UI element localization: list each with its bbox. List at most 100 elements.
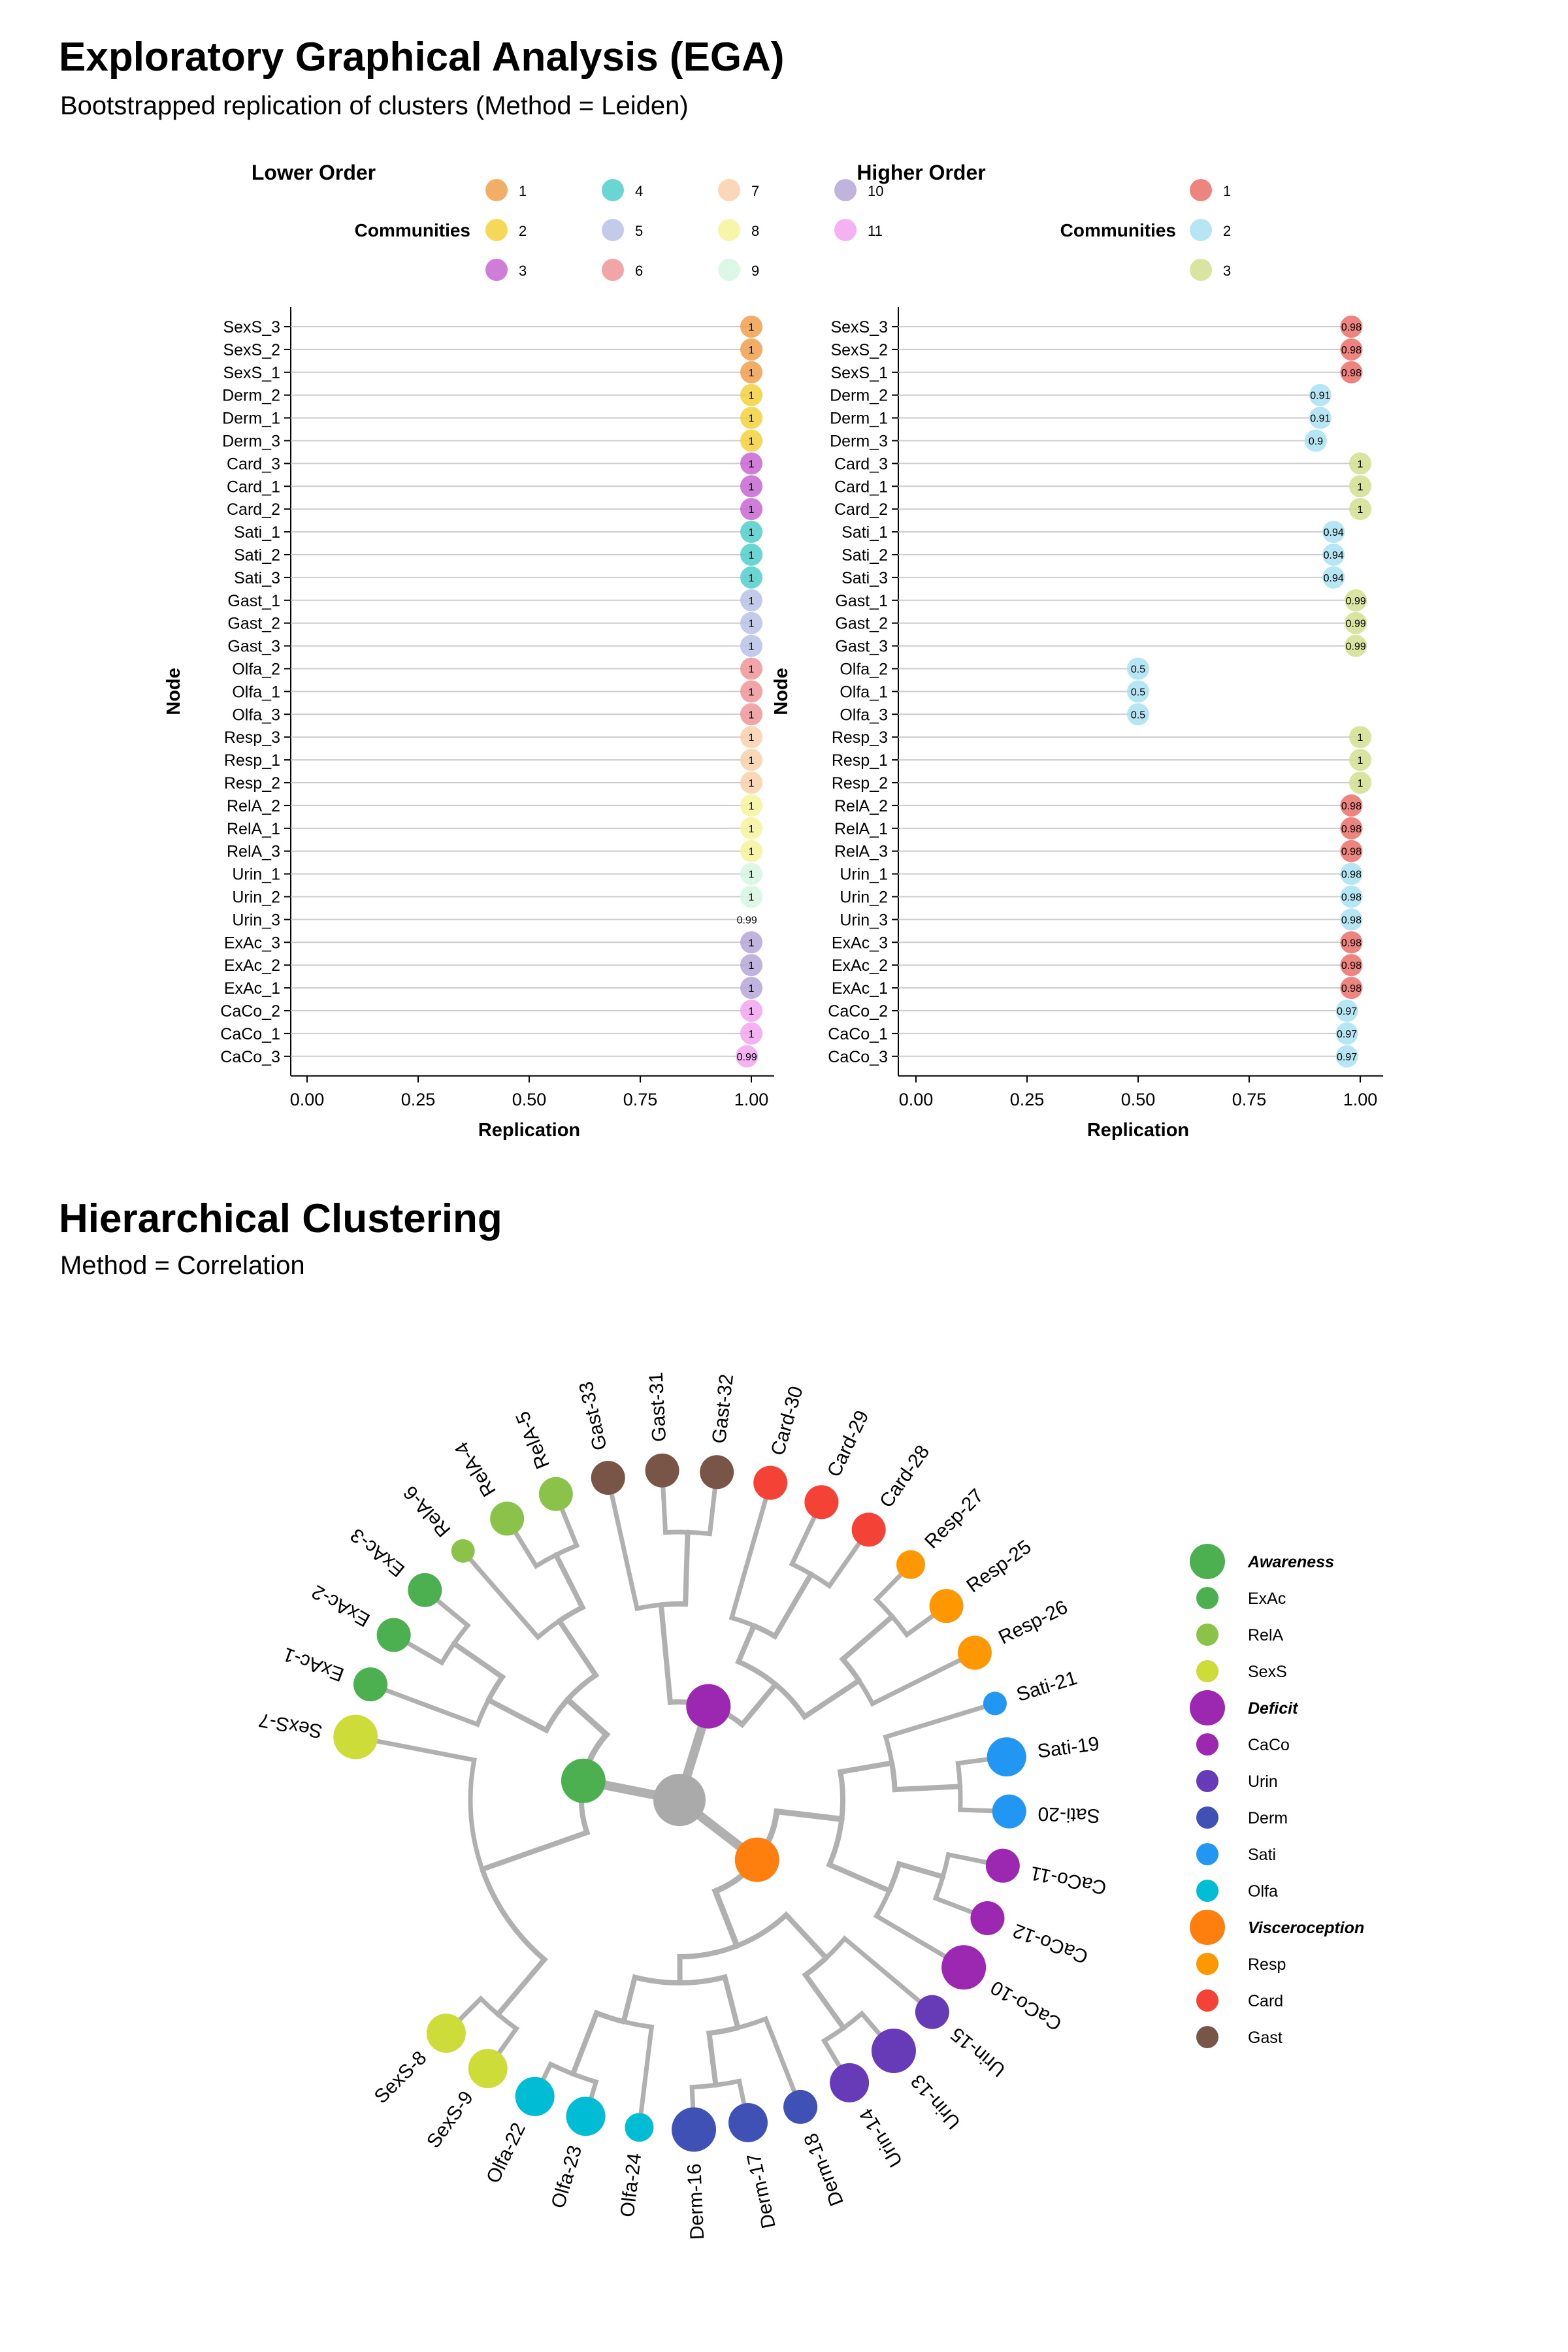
leaf-node [672,2107,717,2152]
legend-label-olfa: Olfa [1248,1882,1278,1901]
lower-point-label: 1 [749,414,755,425]
higher-point [1340,794,1363,817]
lower-point-label: 1 [749,664,755,676]
higher-point-label: 0.97 [1337,1006,1357,1017]
leaf-label: CaCo-11 [1028,1862,1108,1899]
higher-point [1127,703,1149,726]
lower-legend-label-9: 9 [751,263,759,279]
dendrogram-branch [532,2061,576,2099]
higher-point-label: 0.94 [1324,573,1344,584]
lower-point [740,680,762,703]
lower-point-label: 0.99 [737,915,757,926]
higher-node-label: Derm_2 [830,387,888,405]
lower-point [740,316,762,338]
higher-point [1340,817,1363,840]
higher-point [1309,406,1331,429]
lower-point-label: 1 [749,642,755,653]
lower-node-label: Gast_3 [227,638,280,656]
dendrogram-branch [773,1678,862,1721]
leaf-label: Resp-25 [963,1536,1036,1597]
lower-point [740,749,762,772]
lower-node-label: Card_2 [227,500,280,519]
leaf-node [538,1477,573,1511]
higher-point [1340,977,1363,1000]
higher-node-label: RelA_1 [834,820,888,838]
dendrogram-branch [706,2025,741,2088]
higher-point [1309,384,1331,406]
leaf-label: Resp-27 [921,1485,988,1553]
higher-point-label: 0.98 [1341,870,1362,881]
legend-swatch-rela [1196,1624,1218,1646]
legend-swatch-caco [1196,1733,1218,1756]
leaf-label: Gast-32 [708,1373,738,1445]
leaf-node [804,1485,839,1520]
lower-node-label: RelA_1 [227,820,280,838]
higher-point [1340,316,1363,338]
lower-point-label: 1 [749,436,755,448]
lower-point [740,589,762,612]
lower-y-axis-title: Node [163,668,184,715]
lower-node-label: Olfa_1 [232,683,280,701]
higher-node-label: ExAc_1 [832,979,888,998]
dendrogram-branch [451,1641,506,1703]
lower-point [736,1045,759,1068]
lower-point [740,544,762,566]
lower-point-label: 1 [749,983,755,994]
higher-point-label: 1 [1358,732,1364,743]
lower-legend-label-6: 6 [635,263,643,279]
legend-label-gast: Gast [1248,2029,1282,2047]
leaf-node [700,1455,734,1490]
lower-point-label: 1 [749,619,755,630]
legend-swatch-visceroception [1190,1910,1225,1945]
lower-legend-swatch-6 [602,259,624,281]
lower-point-label: 1 [749,732,755,743]
lower-point-label: 1 [749,482,755,493]
lower-legend-label-5: 5 [635,223,643,239]
lower-x-tick-label: 0.50 [512,1090,547,1109]
leaf-label: Derm-17 [743,2151,780,2230]
higher-point [1127,680,1149,703]
lower-point-label: 0.99 [737,1052,757,1063]
dendrogram-branch [677,1943,740,1985]
higher-node-label: Sati_3 [841,569,888,587]
leaf-node [625,2113,654,2142]
leaf-node [591,1460,625,1495]
lower-legend-swatch-2 [485,219,508,241]
higher-node-label: Gast_2 [835,615,888,633]
lower-point [740,657,762,680]
legend-label-deficit: Deficit [1248,1699,1299,1718]
higher-node-label: SexS_1 [830,364,888,382]
leaf-node [426,2014,466,2053]
leaf-label: Olfa-23 [547,2143,587,2211]
leaf-label: RelA-4 [451,1438,500,1500]
higher-node-label: Derm_3 [830,433,888,451]
lower-point-label: 1 [749,459,755,470]
lower-legend-label-3: 3 [519,263,527,279]
higher-point [1349,452,1371,475]
higher-point [1349,475,1371,498]
legend-swatch-olfa [1196,1880,1218,1902]
lower-point-label: 1 [749,801,755,812]
higher-point [1127,657,1149,680]
lower-x-tick-label: 0.25 [401,1090,436,1109]
lower-legend-label-4: 4 [635,183,643,199]
higher-legend-label-3: 3 [1223,263,1231,279]
dendrogram-branch [809,1527,872,1590]
higher-node-label: Derm_1 [830,410,888,428]
lower-point-label: 1 [749,527,755,538]
higher-node-label: Olfa_2 [840,661,888,679]
lower-point-label: 1 [749,1029,755,1040]
dendrogram-branch [837,1760,895,1822]
lower-point [740,703,762,726]
legend-swatch-gast [1196,2026,1218,2048]
leaf-label: Card-30 [767,1384,808,1458]
dendrogram-branch [932,1874,990,1921]
lower-point-label: 1 [749,892,755,904]
lower-point-label: 1 [749,710,755,721]
dendrogram-branch [570,2010,627,2077]
leaf-label: Urin-14 [855,2104,907,2170]
dendrogram-branch [802,1955,847,2031]
leaf-node [566,2097,606,2136]
higher-legend-label-1: 1 [1223,183,1231,199]
higher-point [1335,1000,1358,1022]
